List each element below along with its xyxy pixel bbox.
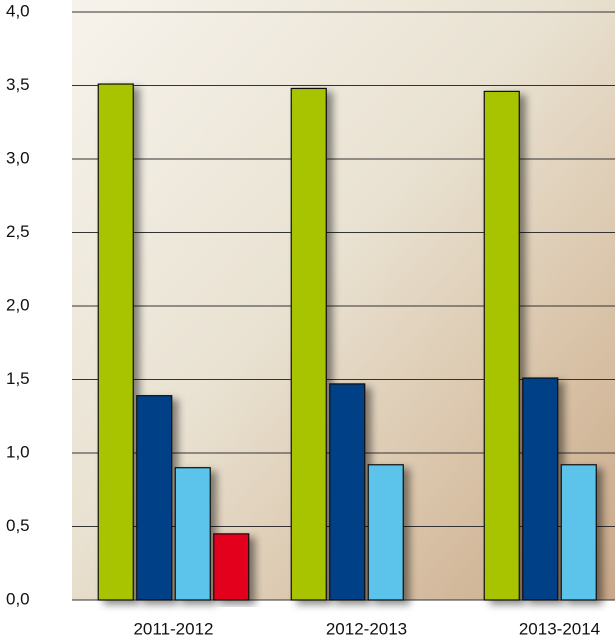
y-tick-label: 0,0 (6, 589, 30, 608)
x-tick-label: 2012-2013 (326, 619, 407, 638)
bar (560, 464, 597, 601)
bar (329, 383, 366, 601)
x-tick-label: 2011-2012 (133, 619, 213, 638)
y-tick-label: 1,5 (6, 369, 30, 388)
y-tick-label: 2,5 (6, 222, 30, 241)
bar (136, 395, 173, 601)
bar (290, 87, 327, 601)
bar (97, 83, 134, 601)
bar (174, 467, 211, 601)
bar (367, 464, 404, 601)
y-tick-label: 1,0 (6, 442, 30, 461)
bar (213, 533, 250, 601)
y-tick-label: 2,0 (6, 295, 30, 314)
bar (483, 90, 520, 601)
x-tick-label: 2013-2014 (519, 619, 600, 638)
y-tick-label: 3,5 (6, 75, 30, 94)
y-tick-label: 0,5 (6, 516, 30, 535)
y-tick-label: 3,0 (6, 148, 30, 167)
bar (522, 377, 559, 601)
y-tick-label: 4,0 (6, 1, 30, 20)
